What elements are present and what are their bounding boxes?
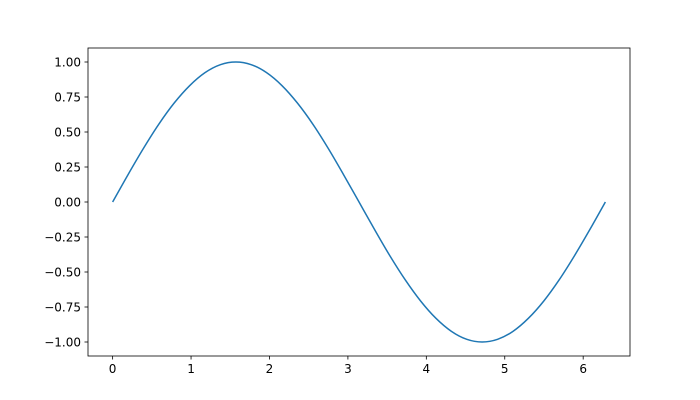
y-tick-label: 0.25 (54, 160, 81, 174)
x-tick-label: 5 (501, 362, 509, 376)
y-tick-label: −0.75 (44, 300, 81, 314)
y-tick-label: 0.75 (54, 90, 81, 104)
y-tick-label: 0.50 (54, 125, 81, 139)
y-tick-label: 1.00 (54, 55, 81, 69)
series-line (111, 61, 607, 343)
x-tick-label: 3 (344, 362, 352, 376)
x-axis: 0 1 2 3 4 5 6 (109, 356, 587, 376)
y-axis: 1.00 0.75 0.50 0.25 0.00 −0.25 −0.50 −0.75 −1.00 (44, 55, 88, 349)
y-tick-label: −1.00 (44, 335, 81, 349)
plot-frame (87, 47, 631, 357)
x-tick-label: 2 (266, 362, 274, 376)
x-tick-label: 0 (109, 362, 117, 376)
x-tick-label: 4 (423, 362, 431, 376)
y-tick-label: 0.00 (54, 195, 81, 209)
y-tick-label: −0.50 (44, 265, 81, 279)
x-tick-label: 6 (579, 362, 587, 376)
x-tick-label: 1 (187, 362, 195, 376)
y-tick-label: −0.25 (44, 230, 81, 244)
